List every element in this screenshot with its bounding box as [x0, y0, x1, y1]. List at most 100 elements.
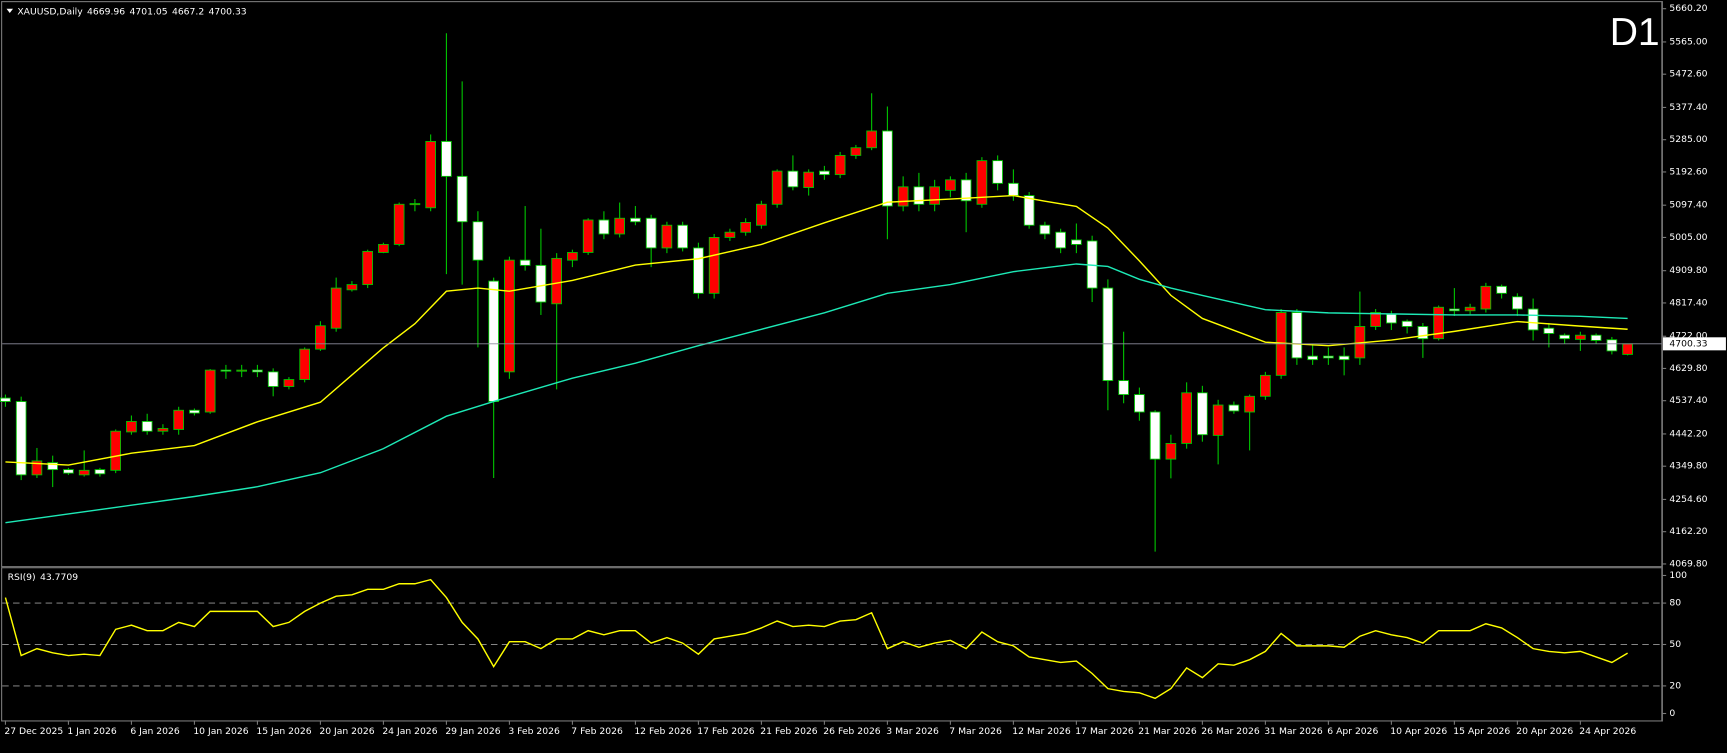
candle-body — [582, 219, 594, 253]
x-tick-label: 3 Mar 2026 — [886, 726, 939, 737]
x-tick-label: 26 Feb 2026 — [823, 726, 880, 737]
candle-body — [1496, 285, 1507, 294]
x-tick-label: 24 Apr 2026 — [1579, 726, 1636, 737]
candle-body — [1622, 343, 1633, 355]
y-tick-label: 5472.60 — [1669, 69, 1707, 80]
y-tick-label: 4254.60 — [1669, 494, 1707, 505]
candle-body — [0, 397, 11, 402]
candle-body — [1480, 285, 1492, 310]
candle-body — [913, 186, 925, 205]
y-tick-label: 5005.00 — [1669, 232, 1707, 243]
candle-body — [1449, 308, 1460, 312]
y-tick-label: 5097.40 — [1669, 200, 1707, 211]
x-tick-label: 7 Feb 2026 — [571, 726, 623, 737]
menu-triangle[interactable] — [6, 8, 14, 14]
candle-body — [393, 203, 405, 245]
candle-body — [220, 369, 232, 372]
candle-body — [1464, 306, 1476, 312]
high-value: 4701.05 — [130, 6, 168, 17]
candle-body — [535, 264, 547, 303]
y-tick-label: 4069.80 — [1669, 558, 1707, 569]
y-tick-label: 0 — [1669, 708, 1675, 719]
candle-body — [1102, 287, 1114, 382]
candle-body — [1338, 355, 1350, 361]
candle-body — [787, 170, 799, 188]
x-tick-label: 21 Feb 2026 — [760, 726, 817, 737]
candle-body — [1417, 326, 1429, 340]
open-value: 4669.96 — [87, 6, 125, 17]
candle-body — [78, 469, 90, 476]
candle-body — [693, 247, 704, 294]
candle-body — [1039, 224, 1051, 235]
y-tick-label: 4817.40 — [1669, 297, 1707, 308]
candle-body — [31, 460, 43, 476]
candle-body — [724, 231, 736, 238]
x-tick-label: 15 Apr 2026 — [1453, 726, 1510, 737]
y-tick-label: 5285.00 — [1669, 134, 1707, 145]
candle-body — [1197, 392, 1208, 436]
candle-body — [362, 250, 373, 286]
candle-body — [1291, 312, 1303, 359]
candle-body — [299, 348, 310, 380]
candle-body — [173, 409, 184, 430]
y-tick-label: 5565.00 — [1669, 36, 1707, 47]
y-tick-label: 4162.20 — [1669, 526, 1707, 537]
candle-body — [330, 287, 342, 329]
candle-body — [708, 237, 720, 294]
candle-body — [441, 141, 452, 177]
symbol: XAUUSD,Daily — [17, 6, 83, 17]
candle-body — [378, 243, 389, 253]
candle-body — [47, 462, 59, 471]
candle-body — [1212, 404, 1224, 436]
candle-body — [283, 379, 295, 387]
moving-average — [5, 194, 1628, 466]
candle-body — [598, 219, 610, 235]
x-tick-label: 31 Mar 2026 — [1264, 726, 1323, 737]
candle-body — [1228, 404, 1240, 412]
candle-body — [976, 160, 988, 205]
candle-body — [1260, 374, 1271, 397]
candle-body — [1559, 334, 1570, 340]
candle-body — [1527, 308, 1539, 331]
candle-body — [504, 259, 515, 373]
candle-body — [756, 203, 767, 226]
candle-body — [645, 217, 657, 249]
candle-body — [63, 469, 74, 474]
price-tag-label: 4700.33 — [1669, 338, 1707, 349]
candle-body — [1165, 442, 1177, 460]
y-tick-label: 4349.80 — [1669, 461, 1707, 472]
x-tick-label: 12 Feb 2026 — [634, 726, 691, 737]
moving-average — [5, 263, 1628, 524]
candle-body — [929, 186, 940, 205]
candle-body — [1307, 355, 1318, 361]
candle-body — [945, 179, 956, 191]
candle-body — [456, 175, 468, 223]
x-tick-label: 3 Feb 2026 — [508, 726, 560, 737]
candle-body — [819, 170, 830, 176]
candle-body — [1543, 327, 1555, 334]
candle-body — [1606, 339, 1618, 352]
candle-body — [897, 186, 909, 207]
y-tick-label: 5660.20 — [1669, 3, 1707, 14]
x-tick-label: 10 Jan 2026 — [193, 726, 248, 737]
x-tick-label: 6 Apr 2026 — [1327, 726, 1378, 737]
candle-body — [236, 369, 247, 372]
candle-body — [882, 130, 893, 207]
candle-body — [1023, 195, 1035, 226]
x-tick-label: 1 Jan 2026 — [67, 726, 117, 737]
candle-body — [126, 420, 137, 433]
x-tick-label: 24 Jan 2026 — [382, 726, 437, 737]
x-tick-label: 7 Mar 2026 — [949, 726, 1002, 737]
candle-body — [1008, 182, 1019, 196]
candle-body — [992, 160, 1003, 184]
candle-body — [141, 420, 153, 432]
rsi-value: 43.7709 — [40, 571, 78, 582]
candle-body — [1055, 231, 1066, 249]
candle-body — [866, 130, 877, 149]
x-tick-label: 21 Mar 2026 — [1138, 726, 1197, 737]
candle-body — [850, 147, 862, 156]
y-tick-label: 4909.80 — [1669, 265, 1707, 276]
